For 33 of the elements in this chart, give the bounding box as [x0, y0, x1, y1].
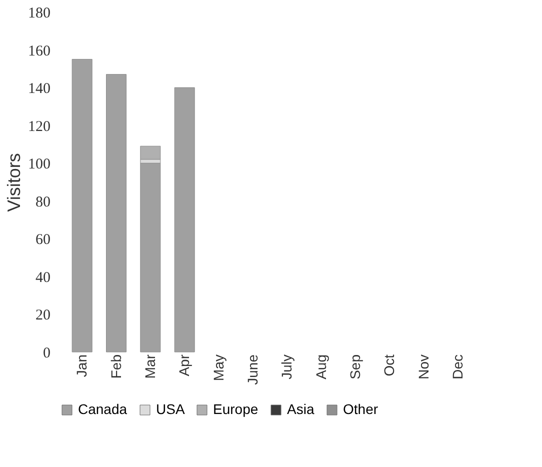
- bar: [140, 146, 161, 160]
- bar: [106, 74, 126, 352]
- legend-label: Asia: [287, 401, 314, 417]
- legend-label: USA: [156, 401, 186, 417]
- legend-label: Other: [343, 401, 378, 417]
- y-tick-label: 60: [36, 232, 50, 248]
- x-tick-label: Oct: [381, 354, 398, 376]
- x-tick-label: Aug: [312, 354, 329, 380]
- y-tick-label: 20: [36, 308, 50, 324]
- x-tick-label: Dec: [449, 354, 466, 380]
- x-tick-label: July: [278, 354, 295, 380]
- y-tick-label: 120: [28, 118, 50, 135]
- bar: [140, 162, 161, 352]
- y-tick-label: 160: [28, 43, 50, 60]
- x-tick-label: June: [244, 354, 260, 385]
- y-tick-label: 80: [36, 194, 50, 210]
- x-tick-label: Sep: [346, 354, 363, 380]
- x-tick-label: Feb: [108, 354, 124, 379]
- y-tick-label: 40: [36, 270, 50, 286]
- x-tick-label: Mar: [142, 354, 158, 379]
- x-tick-label: Apr: [176, 354, 192, 376]
- x-tick-label: Jan: [74, 354, 90, 378]
- y-tick-label: 100: [28, 156, 50, 173]
- y-axis-title: Visitors: [4, 153, 24, 212]
- legend-label: Europe: [213, 401, 258, 417]
- bar: [174, 87, 195, 352]
- x-tick-label: May: [210, 354, 226, 381]
- legend-label: Canada: [78, 401, 128, 417]
- y-tick-label: 140: [28, 81, 50, 98]
- y-tick-label: 180: [28, 6, 50, 22]
- bar: [72, 58, 92, 352]
- y-tick-label: 0: [43, 346, 50, 362]
- x-tick-label: Nov: [415, 354, 432, 380]
